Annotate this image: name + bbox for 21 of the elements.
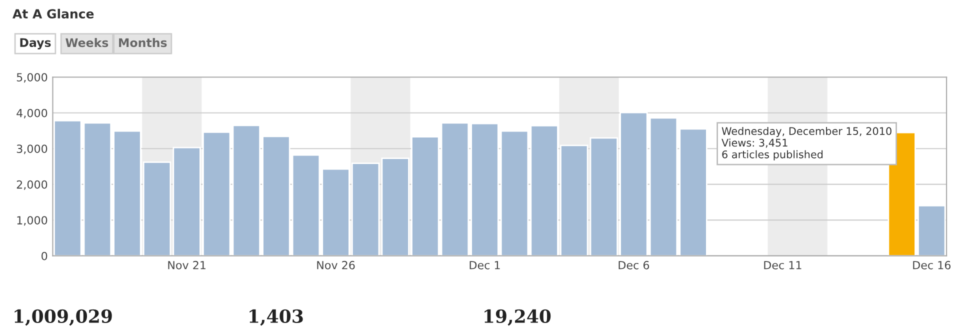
y-tick-label: 1,000 [17,216,48,226]
y-tick-label: 3,000 [16,144,48,154]
chart-title: At A Glance [12,8,94,19]
x-tick-label: Dec 1 [470,261,500,270]
bar [54,120,82,256]
text: Weeks [66,38,108,48]
x-tick-label: Nov 26 [317,260,355,270]
text: Months [119,38,167,48]
y-tick-label: 0 [42,252,48,260]
text: 1,009,029 [14,309,112,326]
y-tick-label: 4,000 [16,108,48,118]
text: 1,403 [250,309,303,326]
x-tick-label: Nov 21 [168,260,206,270]
text: 19,240 [484,309,551,326]
annotation: Wednesday, December 15, 2010 Views: 3,451 6 articles published [722,126,892,160]
text: Days [20,38,51,50]
y-tick-label: 5,000 [16,73,48,83]
x-tick-label: Dec 6 [618,260,650,270]
y-tick-label: 2,000 [16,180,48,190]
x-tick-label: Dec 11 [764,261,802,270]
x-tick-label: Dec 16 [913,260,951,270]
